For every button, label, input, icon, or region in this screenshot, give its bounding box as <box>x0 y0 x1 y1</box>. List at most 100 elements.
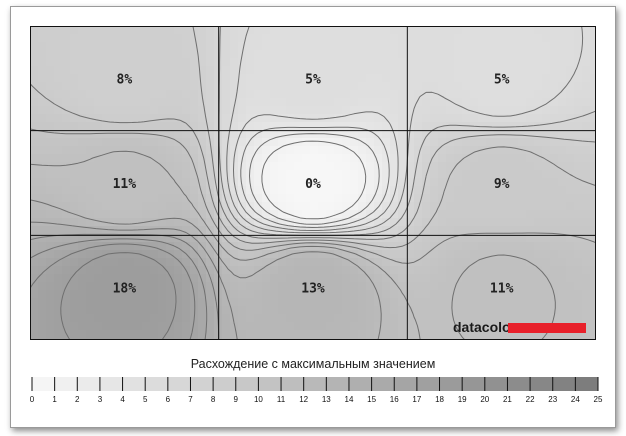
heat-pixel <box>502 58 511 67</box>
heat-pixel <box>190 218 199 227</box>
heat-pixel <box>326 298 335 307</box>
heat-pixel <box>574 106 583 115</box>
heat-pixel <box>486 266 495 275</box>
heat-pixel <box>374 266 383 275</box>
cell-value-label: 9% <box>494 177 510 192</box>
heat-pixel <box>222 306 231 315</box>
heat-pixel <box>358 154 367 163</box>
colorbar-segment <box>484 377 508 391</box>
heat-pixel <box>126 186 135 195</box>
heat-pixel <box>222 170 231 179</box>
heat-pixel <box>566 210 575 219</box>
heat-pixel <box>150 178 159 187</box>
heat-pixel <box>590 178 596 187</box>
heat-pixel <box>198 34 207 43</box>
heat-pixel <box>462 274 471 283</box>
heat-pixel <box>278 274 287 283</box>
heat-pixel <box>494 42 503 51</box>
heat-pixel <box>70 162 79 171</box>
heat-pixel <box>526 106 535 115</box>
heat-pixel <box>94 226 103 235</box>
heat-pixel <box>110 194 119 203</box>
heat-pixel <box>574 170 583 179</box>
heat-pixel <box>294 98 303 107</box>
heat-pixel <box>502 90 511 99</box>
heat-pixel <box>518 82 527 91</box>
heat-pixel <box>582 50 591 59</box>
heat-pixel <box>350 90 359 99</box>
heat-pixel <box>286 282 295 291</box>
heat-pixel <box>206 74 215 83</box>
heat-pixel <box>158 202 167 211</box>
colorbar-tick-label: 24 <box>571 395 580 404</box>
heat-pixel <box>494 26 503 35</box>
heat-pixel <box>502 290 511 299</box>
heat-pixel <box>374 298 383 307</box>
heat-pixel <box>30 42 39 51</box>
heat-pixel <box>110 42 119 51</box>
heat-pixel <box>422 226 431 235</box>
cell-value-label: 11% <box>113 177 137 192</box>
heat-pixel <box>518 274 527 283</box>
heat-pixel <box>70 50 79 59</box>
heat-pixel <box>374 234 383 243</box>
heat-pixel <box>46 74 55 83</box>
heat-pixel <box>398 154 407 163</box>
heat-pixel <box>126 114 135 123</box>
heat-pixel <box>422 194 431 203</box>
heat-pixel <box>286 298 295 307</box>
heat-pixel <box>438 234 447 243</box>
heat-pixel <box>70 234 79 243</box>
heat-pixel <box>206 82 215 91</box>
heat-pixel <box>102 66 111 75</box>
heat-pixel <box>190 202 199 211</box>
heat-pixel <box>374 282 383 291</box>
heat-pixel <box>278 98 287 107</box>
heat-pixel <box>494 186 503 195</box>
heat-pixel <box>286 58 295 67</box>
heat-pixel <box>78 226 87 235</box>
heat-pixel <box>550 162 559 171</box>
heat-pixel <box>150 82 159 91</box>
heat-pixel <box>342 218 351 227</box>
heat-pixel <box>366 234 375 243</box>
heat-pixel <box>558 82 567 91</box>
heat-pixel <box>294 274 303 283</box>
heat-pixel <box>430 314 439 323</box>
heat-pixel <box>174 34 183 43</box>
heat-pixel <box>422 82 431 91</box>
heat-pixel <box>94 90 103 99</box>
heat-pixel <box>278 202 287 211</box>
heat-pixel <box>566 50 575 59</box>
heat-pixel <box>46 90 55 99</box>
heat-pixel <box>118 146 127 155</box>
heat-pixel <box>390 98 399 107</box>
heat-pixel <box>534 202 543 211</box>
heat-pixel <box>382 314 391 323</box>
colorbar-tick-label: 17 <box>412 395 421 404</box>
colorbar-segment <box>507 377 531 391</box>
heat-pixel <box>374 218 383 227</box>
heat-pixel <box>38 26 47 35</box>
heat-pixel <box>310 146 319 155</box>
heat-pixel <box>462 242 471 251</box>
heat-pixel <box>190 322 199 331</box>
heat-pixel <box>462 82 471 91</box>
heat-pixel <box>526 282 535 291</box>
heat-pixel <box>446 186 455 195</box>
heat-pixel <box>262 146 271 155</box>
heat-pixel <box>470 210 479 219</box>
heat-pixel <box>478 226 487 235</box>
heat-pixel <box>270 74 279 83</box>
heat-pixel <box>30 226 39 235</box>
heat-pixel <box>494 90 503 99</box>
heat-pixel <box>110 82 119 91</box>
heat-pixel <box>438 98 447 107</box>
heat-pixel <box>318 90 327 99</box>
heat-pixel <box>350 98 359 107</box>
heat-pixel <box>190 330 199 339</box>
heat-pixel <box>542 202 551 211</box>
heat-pixel <box>142 194 151 203</box>
heat-pixel <box>366 42 375 51</box>
heat-pixel <box>526 234 535 243</box>
